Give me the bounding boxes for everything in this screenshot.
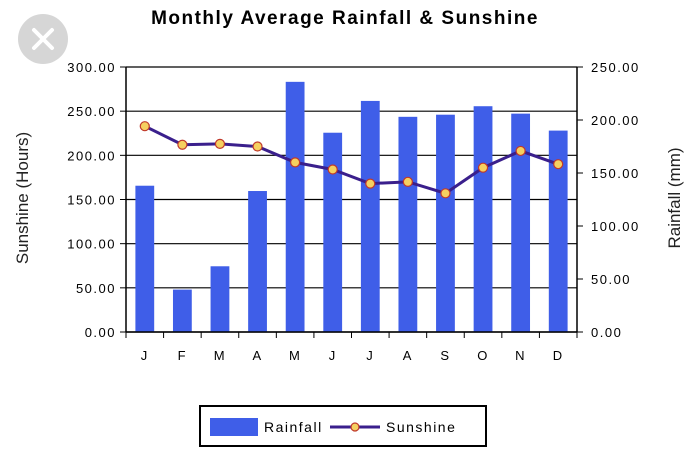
close-icon (32, 28, 54, 50)
x-tick-label: A (403, 348, 413, 363)
rainfall-bar (172, 289, 192, 332)
y-tick-left-label: 0.00 (85, 325, 116, 340)
y-tick-right-label: 200.00 (591, 113, 640, 128)
sunshine-point (477, 162, 489, 173)
y-axis-right-label: Rainfall (mm) (665, 147, 684, 248)
rainfall-bar (511, 113, 531, 332)
sunshine-line (139, 121, 564, 199)
x-tick-label: J (141, 348, 149, 363)
axes: 0.00 50.00 100.00 150.00 200.00 250.00 300.00 0… (67, 60, 640, 363)
sunshine-point (290, 157, 301, 168)
legend: Rainfall Sunshine (199, 405, 487, 447)
sunshine-point (177, 139, 188, 150)
rainfall-bar (285, 81, 305, 332)
x-tick-label: J (329, 348, 337, 363)
x-tick-label: M (214, 348, 226, 363)
sunshine-line-path (144, 124, 559, 195)
x-tick-label: J (366, 348, 374, 363)
legend-swatch-rainfall (210, 418, 258, 436)
sunshine-point (139, 121, 150, 132)
rainfall-bar (360, 100, 380, 332)
sunshine-point (327, 164, 338, 175)
y-tick-right-label: 50.00 (591, 272, 631, 287)
grid-lines (126, 66, 577, 333)
y-tick-right-label: 100.00 (591, 219, 640, 234)
y-tick-left-label: 100.00 (67, 237, 116, 252)
sunshine-point (365, 178, 376, 189)
close-button[interactable] (18, 14, 68, 64)
sunshine-point (515, 145, 526, 157)
y-tick-left-label: 150.00 (67, 193, 116, 208)
rainfall-bar (248, 191, 267, 332)
rainfall-bar (323, 132, 343, 332)
y-tick-left-label: 50.00 (76, 281, 116, 296)
rainfall-bar (548, 130, 568, 332)
rainfall-bar (473, 106, 493, 332)
x-tick-label: S (440, 348, 450, 363)
x-tick-label: M (289, 348, 301, 363)
x-tick-label: D (553, 348, 564, 363)
rainfall-bars (135, 81, 568, 332)
sunshine-point (402, 176, 413, 187)
y-tick-right-label: 0.00 (591, 325, 622, 340)
rainfall-bar (210, 266, 230, 332)
y-axis-left-label: Sunshine (Hours) (13, 132, 32, 264)
legend-marker-sunshine (350, 422, 360, 432)
legend-label-rainfall: Rainfall (264, 419, 323, 435)
y-tick-left-label: 200.00 (67, 148, 116, 163)
x-tick-label: F (178, 348, 187, 363)
sunshine-point (440, 188, 451, 199)
rainfall-bar (398, 116, 418, 332)
x-tick-label: N (515, 348, 526, 363)
x-tick-label: A (252, 348, 262, 363)
legend-label-sunshine: Sunshine (386, 419, 456, 435)
y-tick-right-label: 250.00 (591, 60, 640, 75)
sunshine-point (214, 138, 226, 149)
y-tick-left-label: 250.00 (67, 104, 116, 119)
sunshine-point (553, 159, 564, 170)
chart-title: Monthly Average Rainfall & Sunshine (151, 8, 539, 29)
y-tick-left-label: 300.00 (67, 60, 116, 75)
x-tick-label: O (477, 348, 489, 363)
rainfall-bar (436, 114, 455, 332)
y-tick-right-label: 150.00 (591, 166, 640, 181)
sunshine-point (252, 141, 263, 152)
rainfall-bar (135, 185, 155, 332)
